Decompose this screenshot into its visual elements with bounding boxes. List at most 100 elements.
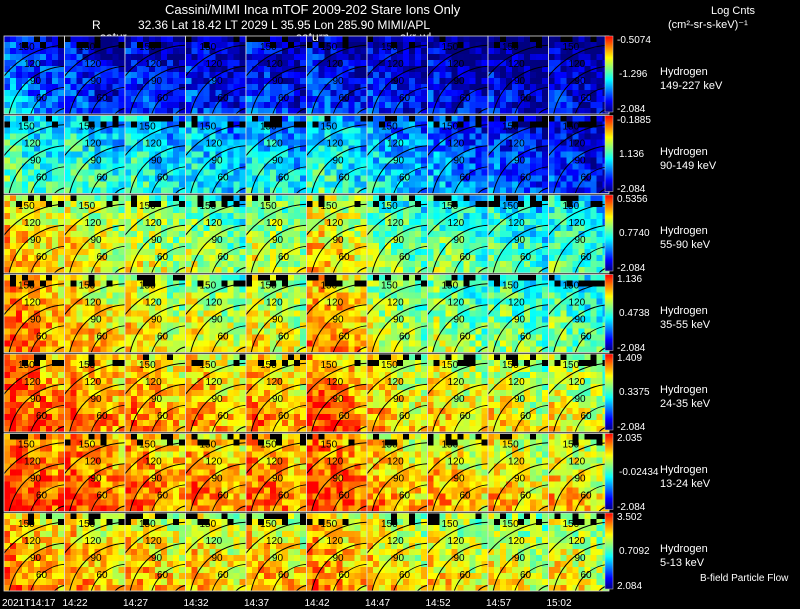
- heatmap-cell: [457, 36, 464, 42]
- heatmap-cell: [239, 255, 246, 261]
- heatmap-cell: [125, 54, 131, 60]
- heatmap-cell: [324, 90, 331, 96]
- heatmap-cell: [596, 72, 603, 78]
- heatmap-cell: [300, 78, 306, 84]
- heatmap-cell: [536, 66, 542, 72]
- heatmap-cell: [318, 157, 325, 164]
- heatmap-cell: [76, 108, 83, 114]
- heatmap-cell: [197, 54, 204, 60]
- heatmap-cell: [512, 139, 518, 146]
- heatmap-cell: [548, 84, 555, 90]
- heatmap-cell: [439, 207, 446, 213]
- units-title: Log Cnts: [711, 5, 756, 17]
- heatmap-cell: [548, 102, 555, 108]
- heatmap-cell: [379, 90, 385, 96]
- heatmap-cell: [451, 181, 458, 188]
- heatmap-cell: [143, 181, 149, 188]
- heatmap-cell: [488, 108, 494, 114]
- heatmap-cell: [239, 187, 246, 194]
- heatmap-cell: [155, 274, 161, 281]
- heatmap-cell: [590, 84, 597, 90]
- heatmap-cell: [300, 163, 306, 170]
- heatmap-cell: [40, 346, 46, 353]
- heatmap-cell: [488, 219, 494, 225]
- heatmap-cell: [149, 96, 155, 102]
- heatmap-cell: [560, 225, 567, 231]
- heatmap-cell: [155, 187, 161, 194]
- heatmap-cell: [336, 175, 343, 182]
- heatmap-cell: [34, 346, 40, 353]
- heatmap-cell: [282, 54, 288, 60]
- heatmap-cell: [173, 243, 179, 249]
- heatmap-cell: [409, 175, 415, 182]
- heatmap-cell: [46, 90, 52, 96]
- heatmap-cell: [524, 195, 530, 201]
- heatmap-cell: [481, 231, 488, 237]
- contour-line: [125, 283, 186, 316]
- heatmap-cell: [433, 78, 440, 84]
- heatmap-cell: [197, 267, 204, 273]
- heatmap-cell: [397, 249, 403, 255]
- heatmap-cell: [445, 139, 452, 146]
- heatmap-cell: [282, 78, 288, 84]
- heatmap-cell: [233, 121, 240, 128]
- heatmap-cell: [578, 157, 585, 164]
- heatmap-cell: [203, 96, 210, 102]
- heatmap-cell: [258, 48, 264, 54]
- heatmap-cell: [239, 78, 246, 84]
- heatmap-cell: [469, 157, 476, 164]
- heatmap-cell: [391, 213, 397, 219]
- contour-line: [90, 245, 125, 273]
- heatmap-cell: [596, 84, 603, 90]
- heatmap-cell: [415, 255, 421, 261]
- heatmap-cell: [82, 175, 89, 182]
- heatmap-cell: [572, 231, 579, 237]
- heatmap-cell: [270, 102, 276, 108]
- heatmap-cell: [415, 54, 421, 60]
- heatmap-cell: [282, 243, 288, 249]
- heatmap-cell: [100, 286, 107, 293]
- heatmap-cell: [233, 102, 240, 108]
- heatmap-cell: [506, 225, 512, 231]
- heatmap-cell: [173, 249, 179, 255]
- heatmap-cell: [239, 66, 246, 72]
- heatmap-cell: [433, 115, 440, 122]
- heatmap-cell: [88, 243, 95, 249]
- heatmap-cell: [348, 42, 355, 48]
- heatmap-cell: [488, 169, 494, 176]
- heatmap-cell: [258, 78, 264, 84]
- heatmap-cell: [530, 96, 536, 102]
- heatmap-cell: [258, 157, 264, 164]
- heatmap-cell: [88, 102, 95, 108]
- heatmap-cell: [209, 42, 216, 48]
- heatmap-cell: [282, 60, 288, 66]
- heatmap-cell: [373, 90, 379, 96]
- heatmap-cell: [58, 213, 64, 219]
- heatmap-cell: [560, 108, 567, 114]
- contour-label: 60: [399, 252, 411, 263]
- heatmap-cell: [94, 292, 101, 299]
- heatmap-cell: [512, 213, 518, 219]
- heatmap-cell: [16, 145, 22, 152]
- heatmap-cell: [131, 108, 137, 114]
- heatmap-cell: [215, 292, 222, 299]
- heatmap-cell: [118, 298, 125, 305]
- heatmap-cell: [506, 243, 512, 249]
- heatmap-cell: [239, 60, 246, 66]
- heatmap-cell: [203, 115, 210, 122]
- contour-label: 90: [272, 76, 284, 87]
- heatmap-cell: [451, 175, 458, 182]
- heatmap-cell: [324, 48, 331, 54]
- heatmap-cell: [324, 243, 331, 249]
- heatmap-cell: [596, 96, 603, 102]
- heatmap-cell: [10, 151, 16, 158]
- heatmap-cell: [584, 96, 591, 102]
- heatmap-cell: [112, 261, 119, 267]
- heatmap-cell: [34, 201, 40, 207]
- heatmap-cell: [463, 225, 470, 231]
- heatmap-cell: [385, 267, 391, 273]
- heatmap-cell: [246, 48, 252, 54]
- heatmap-cell: [548, 249, 555, 255]
- heatmap-cell: [155, 96, 161, 102]
- heatmap-cell: [70, 322, 77, 329]
